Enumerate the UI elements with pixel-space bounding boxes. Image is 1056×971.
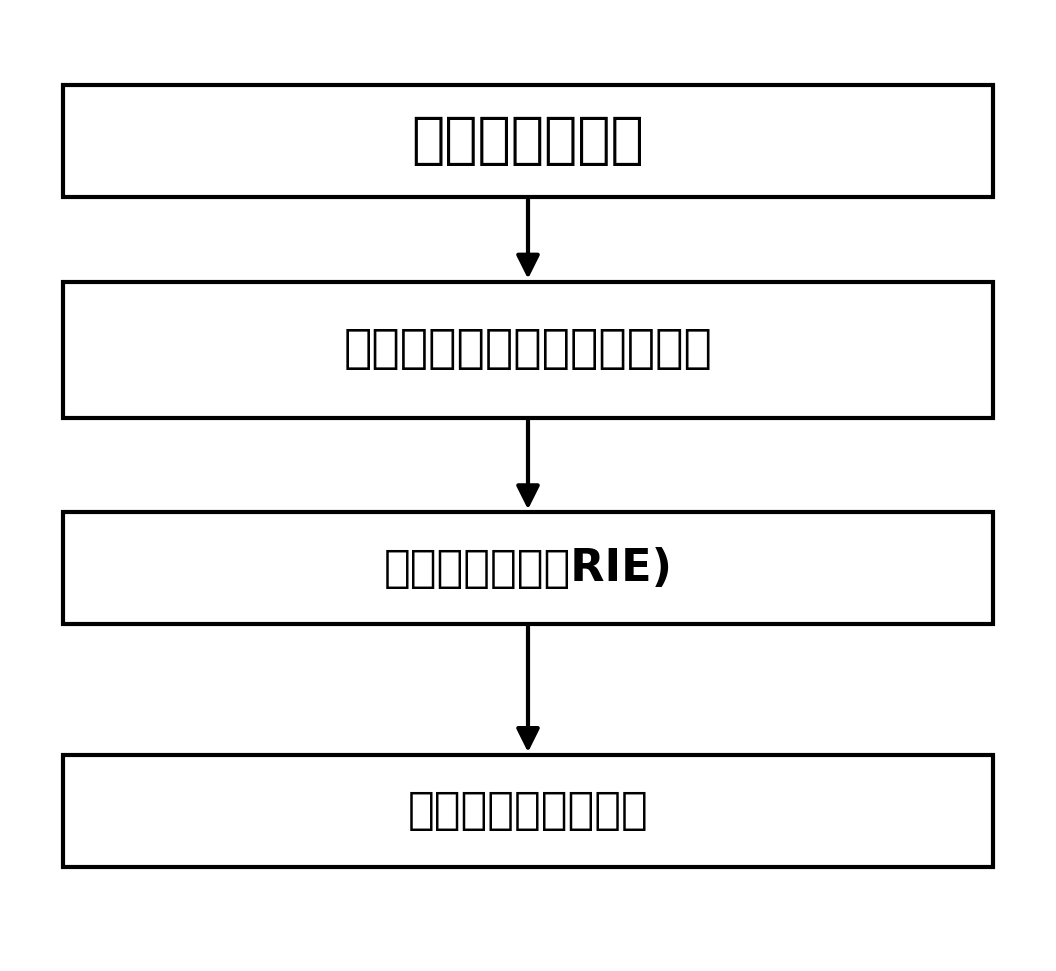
Text: 反应离子刻蚀（RIE): 反应离子刻蚀（RIE) (383, 547, 673, 589)
Text: 硅片表面残余物去除: 硅片表面残余物去除 (408, 789, 648, 832)
FancyBboxPatch shape (63, 84, 993, 196)
FancyBboxPatch shape (63, 282, 993, 418)
FancyBboxPatch shape (63, 755, 993, 866)
Text: 硅片表面预处理: 硅片表面预处理 (412, 114, 644, 168)
Text: 硅（氧化硅）纳米掩膜层制备: 硅（氧化硅）纳米掩膜层制备 (343, 327, 713, 372)
FancyBboxPatch shape (63, 513, 993, 623)
